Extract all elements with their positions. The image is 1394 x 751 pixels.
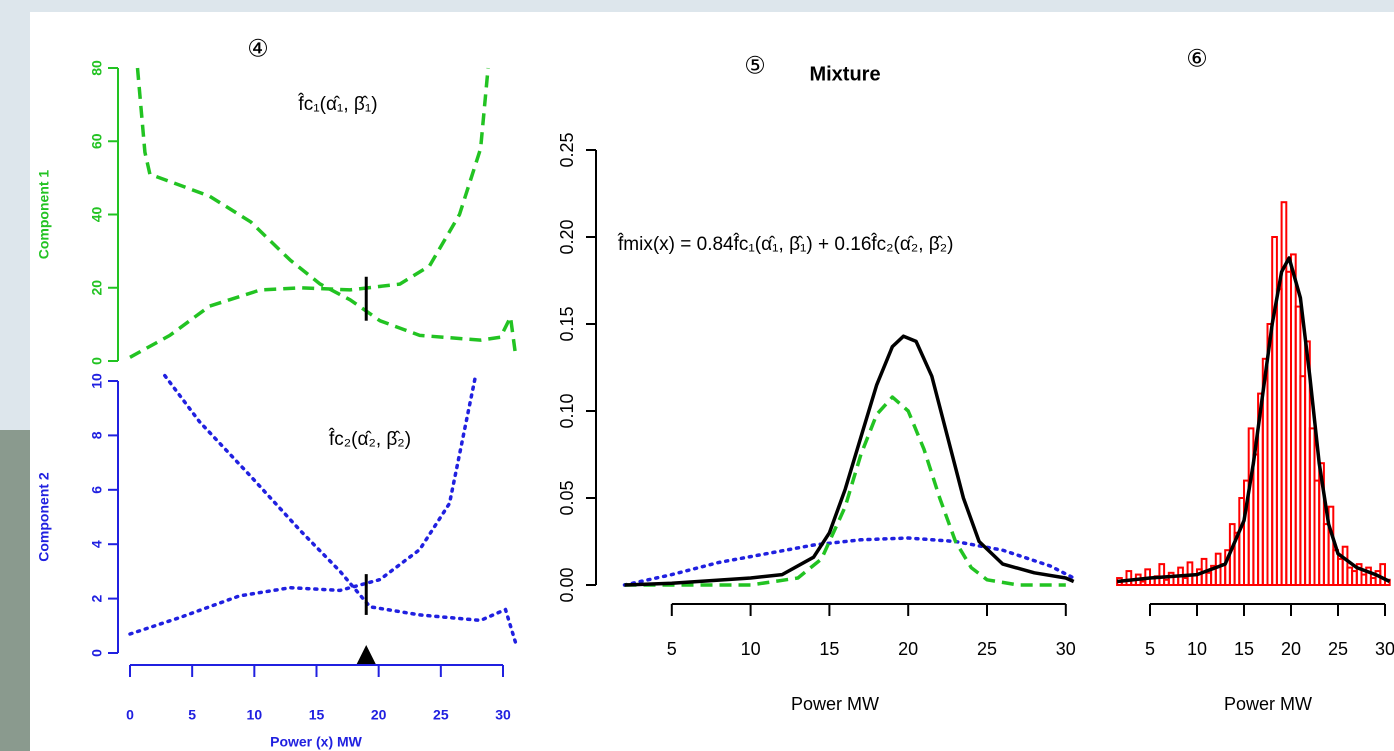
x-tick-label: 25 xyxy=(977,639,997,659)
y-tick-label: 0.00 xyxy=(557,567,577,602)
y-tick-label: 4 xyxy=(89,540,105,548)
marker-triangle xyxy=(356,645,377,665)
y-axis-label: Component 1 xyxy=(36,170,52,260)
histogram-bar xyxy=(1158,563,1166,586)
x-tick-label: 25 xyxy=(1328,639,1348,659)
x-tick-label: 30 xyxy=(1056,639,1076,659)
x-tick-label: 15 xyxy=(1234,639,1254,659)
x-tick-label: 10 xyxy=(247,707,263,723)
histogram-bar xyxy=(1341,545,1349,586)
x-axis-label: Power (x) MW xyxy=(270,734,363,750)
x-tick-label: 5 xyxy=(188,707,196,723)
y-tick-label: 10 xyxy=(89,373,105,389)
plot-canvas xyxy=(30,12,1394,751)
y-tick-label: 40 xyxy=(89,207,105,223)
x-tick-label: 10 xyxy=(741,639,761,659)
x-tick-label: 10 xyxy=(1187,639,1207,659)
panel-label: ④ xyxy=(247,35,269,62)
data-line xyxy=(1116,256,1391,584)
side-image xyxy=(0,430,30,751)
y-tick-label: 0.25 xyxy=(557,132,577,167)
panel-label: ⑤ xyxy=(744,52,766,79)
x-tick-label: 25 xyxy=(433,707,449,723)
histogram-bar xyxy=(1365,566,1372,586)
histogram-bar xyxy=(1125,570,1133,587)
y-tick-label: 8 xyxy=(89,431,105,439)
x-tick-label: 15 xyxy=(309,707,325,723)
annotation: f̂c₁(α̂₁, β̂₁) xyxy=(297,93,378,115)
x-axis-label: Power MW xyxy=(791,694,879,714)
data-line xyxy=(135,67,518,354)
panel-label: ⑥ xyxy=(1186,45,1208,72)
histogram-bar xyxy=(1379,563,1387,586)
data-line xyxy=(622,536,1076,587)
x-tick-label: 20 xyxy=(898,639,918,659)
x-tick-label: 15 xyxy=(819,639,839,659)
data-line xyxy=(128,373,478,636)
y-tick-label: 0 xyxy=(89,357,105,365)
x-tick-label: 20 xyxy=(371,707,387,723)
chart-title: Mixture xyxy=(809,63,880,85)
y-tick-label: 0.05 xyxy=(557,480,577,515)
y-tick-label: 0.20 xyxy=(557,219,577,254)
y-tick-label: 6 xyxy=(89,486,105,494)
annotation: f̂mix(x) = 0.84f̂c₁(α̂₁, β̂₁) + 0.16f̂c₂… xyxy=(617,233,954,255)
x-tick-label: 30 xyxy=(1375,639,1394,659)
data-line xyxy=(163,373,518,644)
x-tick-label: 5 xyxy=(1145,639,1155,659)
y-tick-label: 80 xyxy=(89,60,105,76)
x-axis-label: Power MW xyxy=(1224,694,1312,714)
y-tick-label: 60 xyxy=(89,133,105,149)
x-tick-label: 20 xyxy=(1281,639,1301,659)
histogram-bar xyxy=(1327,505,1335,587)
y-tick-label: 20 xyxy=(89,280,105,296)
y-tick-label: 0.15 xyxy=(557,306,577,341)
data-line xyxy=(129,67,490,359)
y-tick-label: 0 xyxy=(89,649,105,657)
y-axis-label: Component 2 xyxy=(36,472,52,562)
y-tick-label: 0.10 xyxy=(557,393,577,428)
y-tick-label: 2 xyxy=(89,594,105,602)
x-tick-label: 0 xyxy=(126,707,134,723)
annotation: f̂c₂(α̂₂, β̂₂) xyxy=(328,428,411,450)
x-tick-label: 30 xyxy=(495,707,511,723)
data-line xyxy=(624,334,1075,587)
x-tick-label: 5 xyxy=(667,639,677,659)
